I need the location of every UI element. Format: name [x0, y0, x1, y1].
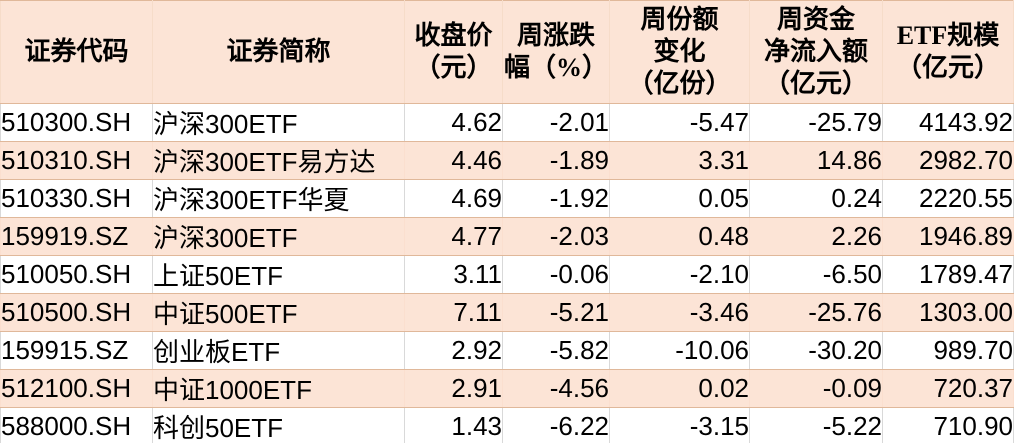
cell-weekly-change-pct: -1.92: [502, 179, 610, 218]
cell-weekly-share-change: 3.31: [609, 141, 750, 180]
cell-security-name: 沪深300ETF: [152, 217, 405, 256]
cell-etf-scale: 1946.89: [882, 217, 1014, 256]
table-row: 510300.SH 沪深300ETF 4.62 -2.01 -5.47 -25.…: [0, 103, 1014, 142]
table-row: 159915.SZ 创业板ETF 2.92 -5.82 -10.06 -30.2…: [0, 331, 1014, 370]
column-header-etf-scale: ETF规模 （亿元）: [882, 0, 1014, 104]
cell-security-code: 510300.SH: [0, 103, 153, 142]
cell-security-code: 159919.SZ: [0, 217, 153, 256]
cell-close-price: 4.77: [404, 217, 503, 256]
cell-security-code: 512100.SH: [0, 369, 153, 408]
cell-etf-scale: 1789.47: [882, 255, 1014, 294]
cell-security-name: 中证1000ETF: [152, 369, 405, 408]
cell-etf-scale: 989.70: [882, 331, 1014, 370]
table-header-row: 证券代码 证券简称 收盘价 （元） 周涨跌 幅（%） 周份额 变化 （亿份）: [0, 0, 1014, 104]
column-header-weekly-share-change: 周份额 变化 （亿份）: [609, 0, 750, 104]
cell-weekly-share-change: -3.46: [609, 293, 750, 332]
table-row: 510500.SH 中证500ETF 7.11 -5.21 -3.46 -25.…: [0, 293, 1014, 332]
cell-etf-scale: 720.37: [882, 369, 1014, 408]
table-row: 510330.SH 沪深300ETF华夏 4.69 -1.92 0.05 0.2…: [0, 179, 1014, 218]
cell-close-price: 1.43: [404, 407, 503, 443]
cell-security-name: 科创50ETF: [152, 407, 405, 443]
header-line: 周资金: [776, 5, 855, 34]
cell-weekly-net-inflow: -25.76: [749, 293, 883, 332]
header-line: 周份额: [640, 5, 719, 34]
cell-weekly-change-pct: -0.06: [502, 255, 610, 294]
cell-weekly-change-pct: -2.01: [502, 103, 610, 142]
cell-weekly-net-inflow: 0.24: [749, 179, 883, 218]
cell-security-name: 沪深300ETF: [152, 103, 405, 142]
cell-weekly-share-change: -2.10: [609, 255, 750, 294]
header-line: 净流入额: [763, 37, 868, 66]
header-line: 证券简称: [226, 37, 331, 66]
cell-weekly-net-inflow: -30.20: [749, 331, 883, 370]
header-line: （亿元）: [895, 53, 1000, 82]
cell-weekly-change-pct: -5.82: [502, 331, 610, 370]
cell-weekly-net-inflow: -25.79: [749, 103, 883, 142]
header-line: 变化: [653, 37, 706, 66]
cell-close-price: 4.46: [404, 141, 503, 180]
cell-weekly-share-change: 0.48: [609, 217, 750, 256]
header-line: （亿元）: [763, 69, 868, 98]
table-row: 510310.SH 沪深300ETF易方达 4.46 -1.89 3.31 14…: [0, 141, 1014, 180]
cell-weekly-net-inflow: -6.50: [749, 255, 883, 294]
header-line: （元）: [414, 53, 493, 82]
cell-close-price: 4.62: [404, 103, 503, 142]
cell-security-name: 中证500ETF: [152, 293, 405, 332]
cell-etf-scale: 710.90: [882, 407, 1014, 443]
cell-close-price: 2.91: [404, 369, 503, 408]
cell-close-price: 4.69: [404, 179, 503, 218]
cell-weekly-net-inflow: -0.09: [749, 369, 883, 408]
cell-security-name: 沪深300ETF易方达: [152, 141, 405, 180]
cell-close-price: 7.11: [404, 293, 503, 332]
cell-etf-scale: 4143.92: [882, 103, 1014, 142]
header-line: 收盘价: [414, 21, 493, 50]
cell-close-price: 2.92: [404, 331, 503, 370]
table-row: 588000.SH 科创50ETF 1.43 -6.22 -3.15 -5.22…: [0, 407, 1014, 443]
cell-security-name: 沪深300ETF华夏: [152, 179, 405, 218]
cell-weekly-share-change: 0.02: [609, 369, 750, 408]
column-header-weekly-net-inflow: 周资金 净流入额 （亿元）: [749, 0, 883, 104]
cell-close-price: 3.11: [404, 255, 503, 294]
cell-security-code: 159915.SZ: [0, 331, 153, 370]
header-line: （亿份）: [627, 69, 732, 98]
cell-security-code: 510500.SH: [0, 293, 153, 332]
cell-weekly-share-change: -3.15: [609, 407, 750, 443]
cell-weekly-share-change: -5.47: [609, 103, 750, 142]
cell-weekly-change-pct: -2.03: [502, 217, 610, 256]
cell-weekly-share-change: -10.06: [609, 331, 750, 370]
header-line: 证券代码: [24, 37, 129, 66]
cell-weekly-net-inflow: 14.86: [749, 141, 883, 180]
cell-security-name: 上证50ETF: [152, 255, 405, 294]
column-header-security-name: 证券简称: [152, 0, 405, 104]
header-line: 周涨跌: [516, 21, 595, 50]
cell-etf-scale: 2220.55: [882, 179, 1014, 218]
cell-weekly-change-pct: -6.22: [502, 407, 610, 443]
header-line: ETF规模: [896, 21, 1000, 50]
column-header-weekly-change-pct: 周涨跌 幅（%）: [502, 0, 610, 104]
column-header-close-price: 收盘价 （元）: [404, 0, 503, 104]
cell-weekly-share-change: 0.05: [609, 179, 750, 218]
table-row: 510050.SH 上证50ETF 3.11 -0.06 -2.10 -6.50…: [0, 255, 1014, 294]
cell-weekly-change-pct: -5.21: [502, 293, 610, 332]
cell-weekly-change-pct: -1.89: [502, 141, 610, 180]
column-header-security-code: 证券代码: [0, 0, 153, 104]
cell-security-code: 510050.SH: [0, 255, 153, 294]
header-line: 幅（%）: [503, 53, 608, 82]
cell-etf-scale: 1303.00: [882, 293, 1014, 332]
cell-weekly-net-inflow: -5.22: [749, 407, 883, 443]
cell-security-code: 510310.SH: [0, 141, 153, 180]
cell-security-name: 创业板ETF: [152, 331, 405, 370]
cell-security-code: 588000.SH: [0, 407, 153, 443]
cell-weekly-net-inflow: 2.26: [749, 217, 883, 256]
cell-etf-scale: 2982.70: [882, 141, 1014, 180]
cell-weekly-change-pct: -4.56: [502, 369, 610, 408]
table-row: 159919.SZ 沪深300ETF 4.77 -2.03 0.48 2.26 …: [0, 217, 1014, 256]
cell-security-code: 510330.SH: [0, 179, 153, 218]
table-row: 512100.SH 中证1000ETF 2.91 -4.56 0.02 -0.0…: [0, 369, 1014, 408]
